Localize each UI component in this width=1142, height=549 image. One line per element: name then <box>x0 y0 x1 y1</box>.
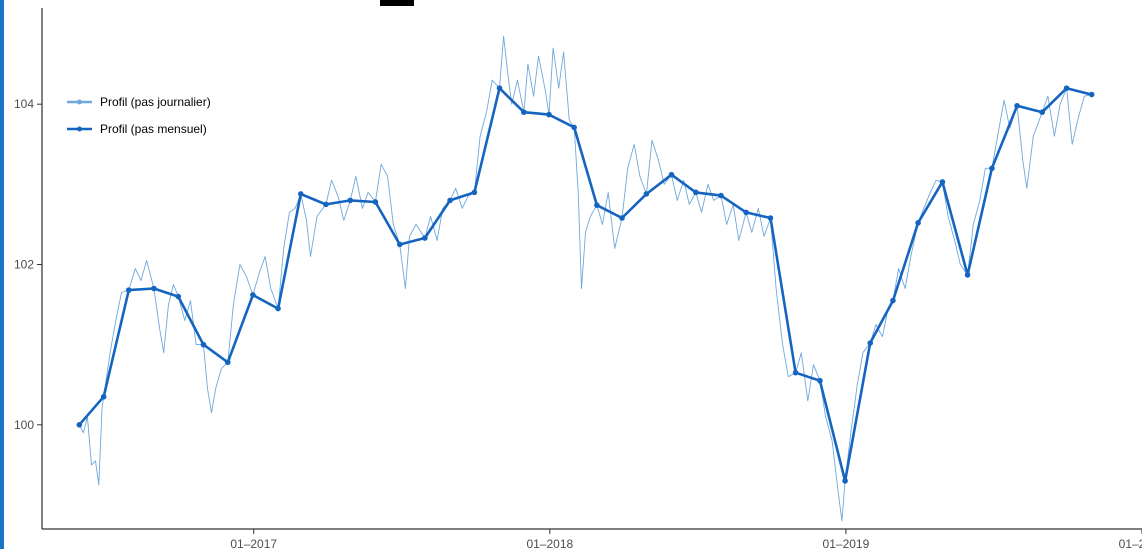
series-monthly-point <box>743 209 749 216</box>
series-monthly-point <box>372 199 379 205</box>
series-monthly-point <box>643 191 650 197</box>
series-monthly-point <box>890 297 896 304</box>
series-monthly-point <box>915 220 921 226</box>
series-monthly-point <box>323 201 329 208</box>
series-monthly-point <box>867 340 874 346</box>
series-monthly-point <box>842 478 848 484</box>
series-monthly-point <box>224 359 231 366</box>
series-monthly-point <box>422 235 428 241</box>
x-ticks: 01–2017 01–2018 01–2019 01–2020 <box>230 529 1142 549</box>
series-monthly-point <box>1014 102 1020 109</box>
legend-label-daily: Profil (pas journalier) <box>100 95 211 109</box>
series-monthly-point <box>792 369 799 376</box>
title-fragment <box>380 0 414 6</box>
series-monthly-point <box>1039 109 1046 115</box>
series-monthly-point <box>964 272 971 278</box>
legend-label-monthly: Profil (pas mensuel) <box>100 122 207 136</box>
series-monthly-point <box>447 197 453 204</box>
x-tick-label: 01–2019 <box>823 537 870 549</box>
axes <box>41 8 1142 530</box>
legend-marker-daily <box>77 99 82 105</box>
series-monthly-point <box>100 393 107 400</box>
series-monthly-point <box>275 305 281 312</box>
legend: Profil (pas journalier) Profil (pas mens… <box>67 95 211 136</box>
y-tick-label: 104 <box>14 97 34 111</box>
y-tick-label: 100 <box>14 418 34 432</box>
series-daily-line <box>78 35 1093 522</box>
series-monthly-point <box>200 341 207 348</box>
series-monthly-point <box>175 293 182 300</box>
series-monthly-point <box>347 197 354 204</box>
x-tick-label: 01–2020 <box>1119 537 1142 549</box>
series-monthly-point <box>1088 91 1095 98</box>
left-accent-rule <box>0 0 4 549</box>
x-tick-label: 01–2017 <box>230 537 277 549</box>
y-tick-label: 102 <box>14 257 34 271</box>
series-monthly-point <box>939 179 946 185</box>
series-monthly-point <box>297 191 304 197</box>
series-monthly-point <box>668 171 675 178</box>
series-monthly-point <box>594 202 600 208</box>
series-monthly-point <box>250 292 256 298</box>
series-monthly-point <box>693 189 699 196</box>
series-monthly-point <box>1063 85 1070 91</box>
series-monthly-point <box>396 241 403 248</box>
y-ticks: 100 102 104 <box>14 97 42 432</box>
series-monthly-point <box>767 215 774 221</box>
series-monthly-point <box>989 165 995 172</box>
series-monthly-point <box>571 124 577 131</box>
series-monthly-point <box>496 85 503 91</box>
series-monthly-point <box>151 285 157 292</box>
series-monthly-point <box>619 215 625 221</box>
series-monthly-point <box>817 377 823 384</box>
series-monthly-point <box>125 287 132 293</box>
x-tick-label: 01–2018 <box>526 537 573 549</box>
legend-marker-monthly <box>77 126 82 132</box>
series-layer <box>76 35 1095 522</box>
series-monthly-point <box>471 189 478 196</box>
series-monthly-point <box>718 192 724 199</box>
series-monthly-point <box>546 111 552 118</box>
series-monthly-point <box>521 109 527 115</box>
series-monthly-line <box>78 86 1093 483</box>
series-monthly-point <box>76 422 83 428</box>
